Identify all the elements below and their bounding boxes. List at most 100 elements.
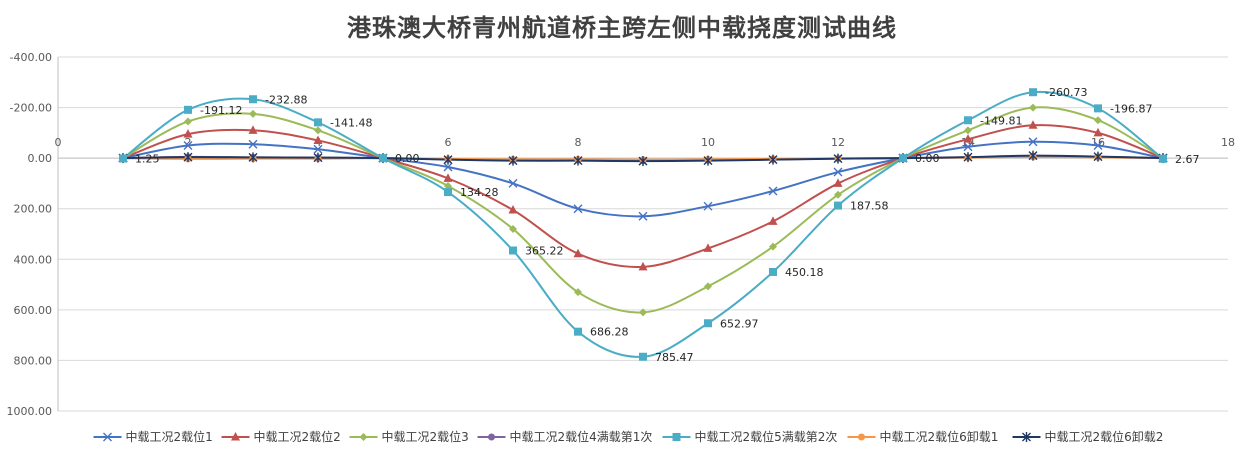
data-point-series-5	[574, 327, 582, 336]
data-point-series-5	[249, 95, 257, 104]
x-tick-label: 12	[831, 136, 845, 149]
data-point-series-3	[1029, 103, 1037, 112]
data-point-series-5	[769, 267, 777, 276]
y-tick-label: 800.00	[14, 354, 53, 367]
series-line-1	[122, 140, 1164, 218]
data-label: 134.28	[460, 186, 499, 199]
legend-marker-4	[488, 433, 495, 441]
data-point-series-2	[313, 135, 323, 144]
data-point-series-2	[443, 173, 453, 182]
data-point-series-3	[314, 126, 322, 135]
legend-entry-3: 中载工况2载位3	[382, 429, 469, 444]
data-point-series-5	[639, 352, 647, 361]
data-label: 785.47	[655, 351, 694, 364]
data-point-series-7	[833, 153, 843, 164]
data-point-series-3	[639, 308, 647, 317]
data-point-series-5	[184, 105, 192, 114]
data-point-series-7	[768, 154, 778, 165]
data-point-series-7	[248, 152, 258, 163]
data-point-series-2	[183, 129, 193, 138]
data-label: 0.00	[915, 152, 940, 165]
x-tick-label: 0	[55, 136, 62, 149]
legend-marker-3	[359, 433, 368, 441]
data-label: -141.48	[330, 116, 372, 129]
data-label: 365.22	[525, 244, 564, 257]
y-tick-label: 600.00	[14, 304, 53, 317]
data-label: -191.12	[200, 104, 242, 117]
legend-marker-1	[103, 432, 112, 442]
data-point-series-7	[1028, 150, 1038, 161]
legend-entry-4: 中载工况2载位4满载第1次	[510, 429, 653, 444]
data-point-series-5	[314, 118, 322, 127]
data-label: -232.88	[265, 93, 307, 106]
x-tick-label: 10	[701, 136, 715, 149]
data-point-series-1	[248, 139, 258, 149]
data-point-series-3	[964, 126, 972, 135]
data-point-series-2	[248, 125, 258, 134]
y-tick-label: 1000.00	[7, 405, 53, 418]
data-label: -196.87	[1110, 102, 1152, 115]
data-labels: 1.25 -191.12 -232.88 -141.48 0.00 134.28 365.2…	[135, 86, 1200, 364]
series-markers	[118, 88, 1168, 361]
data-point-series-1	[638, 211, 648, 221]
data-point-series-1	[313, 144, 323, 154]
data-point-series-7	[183, 152, 193, 163]
data-label: -149.81	[980, 114, 1022, 127]
legend-marker-5	[672, 433, 681, 441]
data-point-series-7	[703, 155, 713, 166]
data-point-series-5	[1029, 88, 1037, 97]
legend-entry-5: 中载工况2载位5满载第2次	[695, 429, 838, 444]
data-label: 1.25	[135, 152, 160, 165]
y-tick-label: 0.00	[28, 152, 53, 165]
data-label: 686.28	[590, 326, 629, 339]
legend: 中载工况2载位1 中载工况2载位2 中载工况2载位3 中载工况2载位4满载第1次 中载工…	[93, 429, 1163, 444]
data-point-series-5	[509, 246, 517, 255]
data-point-series-3	[509, 224, 517, 233]
data-point-series-3	[769, 242, 777, 251]
legend-marker-6	[858, 433, 865, 441]
y-tick-label: 400.00	[14, 253, 53, 266]
data-point-series-1	[183, 141, 193, 150]
data-point-series-5	[899, 154, 907, 163]
legend-marker-7	[1022, 432, 1031, 442]
data-point-series-5	[379, 154, 387, 163]
data-point-series-3	[1094, 116, 1102, 125]
data-point-series-2	[768, 216, 778, 225]
legend-entry-2: 中载工况2载位2	[254, 429, 341, 444]
data-point-series-1	[443, 162, 453, 172]
data-point-series-5	[834, 201, 842, 210]
data-point-series-2	[963, 134, 973, 143]
data-point-series-5	[1159, 154, 1167, 163]
data-point-series-1	[1028, 137, 1038, 147]
data-point-series-7	[573, 155, 583, 166]
data-point-series-1	[703, 201, 713, 211]
data-point-series-2	[508, 204, 518, 214]
series-lines	[122, 90, 1164, 358]
series-line-5	[122, 90, 1164, 358]
y-tick-label: -200.00	[10, 102, 52, 115]
x-tick-label: 2	[185, 136, 192, 149]
data-point-series-1	[508, 178, 518, 188]
data-label: 2.67	[1175, 153, 1200, 166]
x-tick-label: 18	[1221, 136, 1235, 149]
legend-marker-2	[231, 432, 240, 441]
data-label: 652.97	[720, 317, 759, 330]
data-point-series-3	[834, 190, 842, 199]
data-point-series-7	[508, 155, 518, 166]
series-line-3	[122, 106, 1164, 314]
data-point-series-3	[249, 109, 257, 118]
data-point-series-5	[964, 116, 972, 125]
data-point-series-7	[638, 156, 648, 167]
y-tick-label: -400.00	[10, 51, 52, 64]
data-point-series-5	[119, 154, 127, 163]
data-point-series-7	[963, 152, 973, 163]
data-point-series-5	[704, 319, 712, 328]
data-label: 0.00	[395, 152, 420, 165]
data-point-series-2	[703, 243, 713, 252]
data-point-series-7	[313, 152, 323, 163]
data-point-series-3	[574, 288, 582, 297]
data-point-series-1	[768, 186, 778, 196]
data-point-series-7	[1093, 151, 1103, 162]
data-point-series-2	[1028, 120, 1038, 129]
